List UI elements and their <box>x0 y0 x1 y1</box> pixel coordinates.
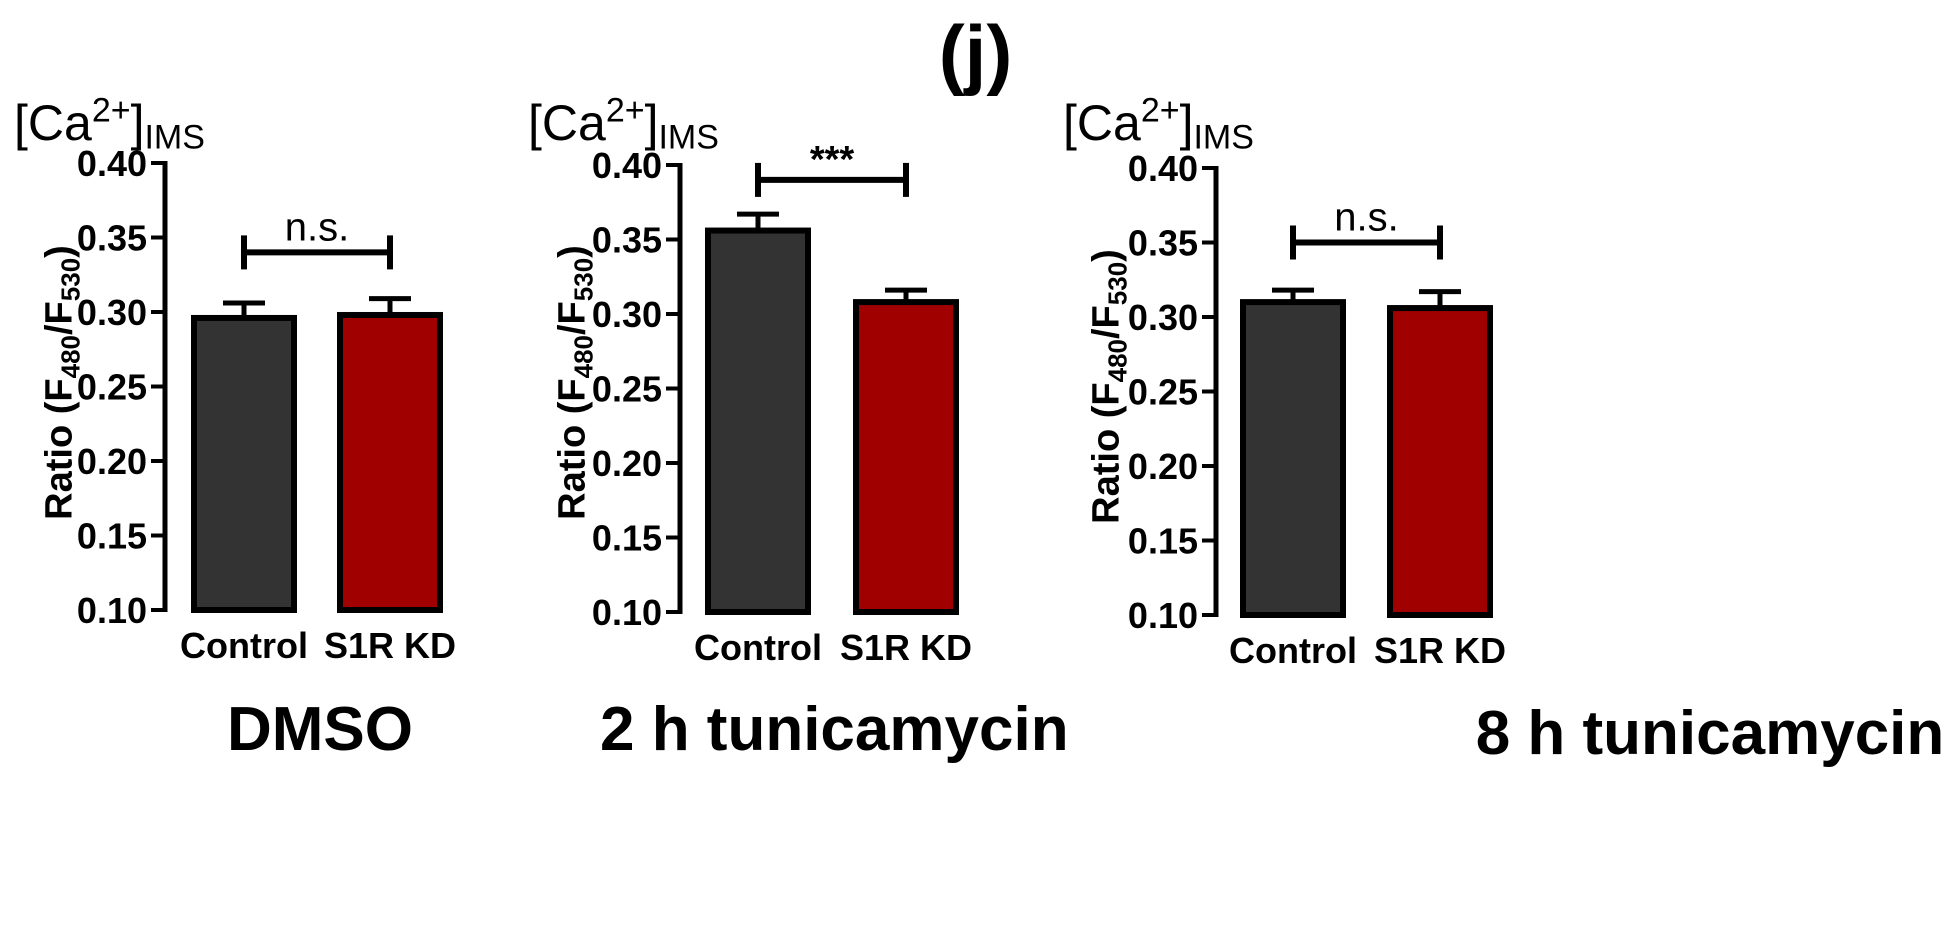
y-tick-label-dmso: 0.10 <box>77 590 147 631</box>
y-tick-label-8h: 0.20 <box>1128 446 1198 487</box>
y-tick-label-2h: 0.25 <box>592 369 662 410</box>
significance-label-8h: n.s. <box>1334 196 1398 240</box>
y-tick-label-2h: 0.15 <box>592 518 662 559</box>
ion-label-2h: [Ca2+]IMS <box>528 91 719 157</box>
x-tick-label-8h: S1R KD <box>1374 630 1506 671</box>
significance-label-2h: *** <box>810 139 855 181</box>
y-tick-label-2h: 0.20 <box>592 443 662 484</box>
x-tick-label-dmso: S1R KD <box>324 625 456 666</box>
y-tick-label-8h: 0.40 <box>1128 148 1198 189</box>
y-tick-label-2h: 0.40 <box>592 145 662 186</box>
y-tick-label-8h: 0.15 <box>1128 521 1198 562</box>
significance-label-dmso: n.s. <box>285 205 349 249</box>
condition-title-2h: 2 h tunicamycin <box>600 695 1069 764</box>
ion-label-8h: [Ca2+]IMS <box>1063 91 1254 157</box>
x-tick-label-2h: S1R KD <box>840 627 972 668</box>
y-tick-label-8h: 0.35 <box>1128 223 1198 264</box>
y-tick-label-8h: 0.25 <box>1128 372 1198 413</box>
y-tick-label-dmso: 0.15 <box>77 516 147 557</box>
condition-title-dmso: DMSO <box>227 695 413 764</box>
ion-label-dmso: [Ca2+]IMS <box>14 91 205 157</box>
bar-dmso-control <box>191 314 297 613</box>
x-tick-label-dmso: Control <box>180 625 308 666</box>
x-tick-label-2h: Control <box>694 627 822 668</box>
y-tick-label-dmso: 0.40 <box>77 143 147 184</box>
y-tick-label-2h: 0.35 <box>592 220 662 261</box>
bar-8h-control <box>1240 299 1346 618</box>
y-tick-label-dmso: 0.35 <box>77 218 147 259</box>
bar-8h-s1r-kd <box>1387 305 1493 618</box>
bar-2h-control <box>705 227 811 615</box>
condition-title-8h: 8 h tunicamycin <box>1475 699 1945 768</box>
bar-2h-s1r-kd <box>853 299 959 615</box>
y-tick-label-2h: 0.30 <box>592 294 662 335</box>
figure-panel-label: (j) <box>938 9 1013 97</box>
y-tick-label-dmso: 0.25 <box>77 367 147 408</box>
y-tick-label-8h: 0.30 <box>1128 297 1198 338</box>
y-tick-label-dmso: 0.30 <box>77 292 147 333</box>
y-tick-label-2h: 0.10 <box>592 592 662 633</box>
bar-dmso-s1r-kd <box>337 311 443 613</box>
y-tick-label-dmso: 0.20 <box>77 441 147 482</box>
y-tick-label-8h: 0.10 <box>1128 595 1198 636</box>
x-tick-label-8h: Control <box>1229 630 1357 671</box>
